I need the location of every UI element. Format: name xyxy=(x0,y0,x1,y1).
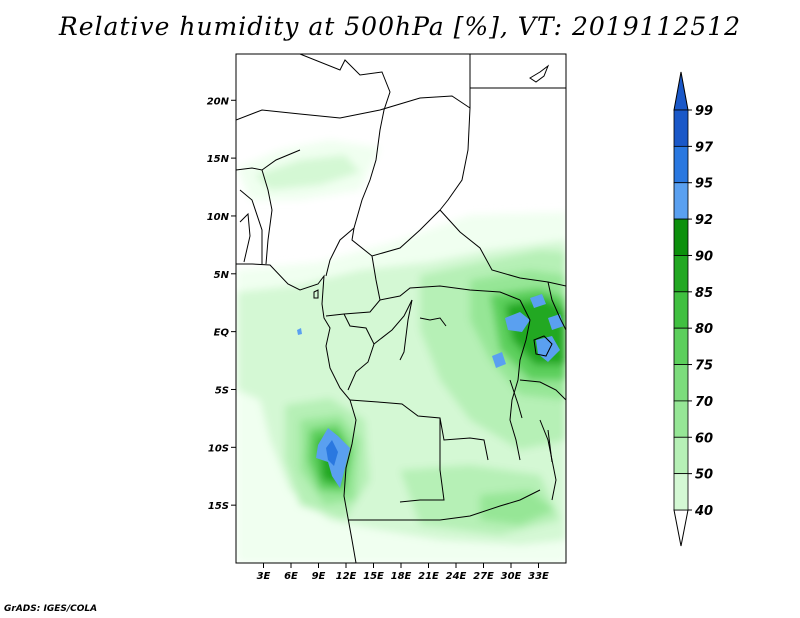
colorbar-segment xyxy=(673,182,689,220)
rh-region-50-north xyxy=(255,155,360,190)
lat-tick-label: 5N xyxy=(214,270,230,281)
boundary-upper xyxy=(236,149,301,171)
boundary-niger-chad xyxy=(299,54,391,229)
boundary-cameroon-nigeria xyxy=(325,227,355,277)
colorbar-label: 60 xyxy=(695,431,713,446)
colorbar-label: 99 xyxy=(695,104,713,119)
lat-tick-label: 15N xyxy=(207,154,230,165)
rh-region-97-southwest xyxy=(326,440,338,466)
lon-tick-label: 15E xyxy=(363,571,384,582)
lat-tick-label: 15S xyxy=(208,501,229,512)
lon-tick-label: 21E xyxy=(418,571,439,582)
color-legend: 99 97 95 92 90 85 80 75 70 60 50 40 xyxy=(673,71,714,547)
sea-coast-ne xyxy=(529,64,550,83)
colorbar-label: 97 xyxy=(695,140,714,155)
lon-tick-label: 33E xyxy=(528,571,549,582)
rh-region-70-south xyxy=(480,490,555,525)
colorbar-segment xyxy=(673,218,689,256)
boundary-east-africa-2 xyxy=(547,281,566,331)
colorbar-segment xyxy=(673,400,689,438)
colorbar-label: 85 xyxy=(695,286,713,301)
colorbar-segment xyxy=(673,436,689,475)
lat-tick-label: 10N xyxy=(207,212,230,223)
boundary-nigeria-west xyxy=(261,169,273,265)
lake-victoria-outline xyxy=(533,335,553,357)
colorbar-high-end xyxy=(673,71,689,111)
boundary-east-africa xyxy=(509,299,531,461)
colorbar-segment xyxy=(673,327,689,365)
map-title: Relative humidity at 500hPa [%], VT: 201… xyxy=(58,12,742,41)
boundary-zambia-south xyxy=(439,489,541,521)
colorbar-label: 80 xyxy=(695,322,713,337)
boundary-benin xyxy=(239,189,263,264)
lon-tick-label: 6E xyxy=(284,571,298,582)
map-boundaries xyxy=(236,54,566,563)
drc-river-1 xyxy=(399,299,413,361)
latitude-axis: 20N 15N 10N 5N EQ 5S 10S 15S xyxy=(207,96,236,512)
lon-tick-label: 12E xyxy=(336,571,357,582)
boundary-tanzania xyxy=(519,379,566,401)
colorbar-label: 90 xyxy=(695,249,713,264)
rh-region-95-gulf xyxy=(297,328,302,335)
boundary-angola-zambia xyxy=(399,418,445,503)
colorbar-segment xyxy=(673,109,689,147)
colorbar-label: 50 xyxy=(695,468,713,483)
boundary-congo-basin xyxy=(379,285,521,301)
colorbar-segment xyxy=(673,473,689,511)
lat-tick-label: 10S xyxy=(208,443,229,454)
small-island-1 xyxy=(313,289,319,299)
colorbar-segment xyxy=(673,145,689,184)
lon-tick-label: 9E xyxy=(312,571,326,582)
rh-region-95-east-1 xyxy=(505,312,530,332)
lon-tick-label: 18E xyxy=(391,571,412,582)
colorbar-segment xyxy=(673,364,689,402)
rh-region-95-east-5 xyxy=(530,294,546,308)
lon-tick-label: 24E xyxy=(446,571,467,582)
rh-region-95-east-4 xyxy=(492,352,506,368)
longitude-axis: 3E 6E 9E 12E 15E 18E 21E 24E 27E 30E 33E xyxy=(257,563,549,582)
lake-malawi-outline xyxy=(547,429,553,463)
lon-tick-label: 3E xyxy=(257,571,271,582)
lat-tick-label: 20N xyxy=(207,96,230,107)
colorbar-low-end xyxy=(673,509,689,547)
colorbar-label: 92 xyxy=(695,213,713,228)
colorbar-segment xyxy=(673,255,689,293)
colorbar-label: 40 xyxy=(694,504,713,519)
lat-tick-label: EQ xyxy=(214,328,230,339)
coastline-west-africa xyxy=(236,263,357,563)
boundary-cameroon-east xyxy=(325,255,381,317)
lat-tick-label: 5S xyxy=(215,385,229,396)
boundary-sahara xyxy=(236,54,471,121)
lon-tick-label: 30E xyxy=(501,571,522,582)
colorbar-label: 70 xyxy=(695,395,713,410)
colorbar-label: 75 xyxy=(695,359,713,374)
lon-tick-label: 27E xyxy=(473,571,494,582)
colorbar-segment xyxy=(673,291,689,329)
boundary-west-small xyxy=(239,212,251,263)
drc-river-2 xyxy=(419,317,447,327)
credit-label: GrADS: IGES/COLA xyxy=(4,604,98,614)
humidity-field xyxy=(237,140,566,563)
boundary-congo-drc xyxy=(373,299,413,345)
colorbar-label: 95 xyxy=(695,177,713,192)
boundary-car-north xyxy=(351,209,441,257)
lake-tanganyika-outline xyxy=(509,379,523,419)
boundary-chad-sudan xyxy=(439,107,471,211)
